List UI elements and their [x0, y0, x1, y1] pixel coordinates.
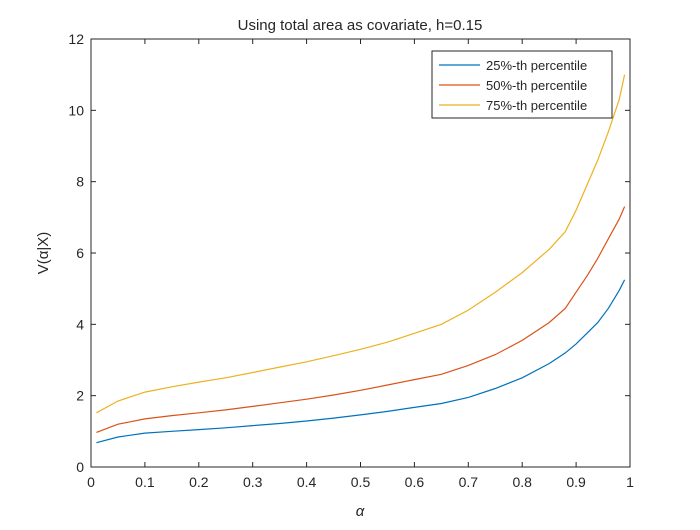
y-tick-label: 2	[76, 388, 84, 404]
legend-label: 75%-th percentile	[486, 98, 587, 113]
x-tick-label: 0.3	[243, 474, 263, 490]
x-tick-label: 0.4	[297, 474, 317, 490]
x-axis-label: α	[356, 503, 365, 520]
y-axis-label: V(α|X)	[35, 232, 52, 275]
y-tick-label: 0	[76, 459, 84, 475]
series-line	[96, 279, 626, 444]
series-line	[96, 74, 626, 414]
x-tick-label: 0.5	[351, 474, 371, 490]
chart-title: Using total area as covariate, h=0.15	[238, 17, 483, 34]
y-tick-label: 6	[76, 245, 84, 261]
series-layer	[96, 74, 626, 444]
y-tick-label: 10	[68, 102, 84, 118]
y-tick-label: 4	[76, 316, 84, 332]
x-tick-label: 1	[626, 474, 634, 490]
x-tick-label: 0.9	[566, 474, 586, 490]
legend-label: 25%-th percentile	[486, 58, 587, 73]
y-tick-label: 8	[76, 174, 84, 190]
x-tick-label: 0.7	[459, 474, 479, 490]
x-tick-label: 0.1	[135, 474, 155, 490]
x-tick-label: 0.8	[512, 474, 532, 490]
x-tick-label: 0.6	[405, 474, 425, 490]
series-line	[96, 206, 626, 433]
legend: 25%-th percentile 50%-th percentile 75%-th…	[431, 50, 613, 119]
y-tick-label: 12	[68, 31, 84, 47]
x-tick-label: 0	[87, 474, 95, 490]
x-tick-label: 0.2	[189, 474, 209, 490]
legend-label: 50%-th percentile	[486, 78, 587, 93]
